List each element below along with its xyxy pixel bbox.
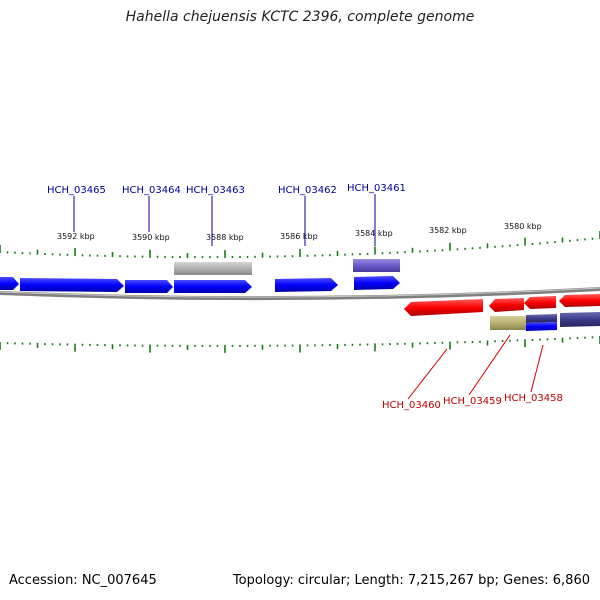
forward-gene-arrow[interactable] (275, 278, 338, 292)
forward-gene-arrow[interactable] (125, 280, 173, 293)
reverse-gene-box[interactable] (526, 314, 557, 323)
reverse-gene-box[interactable] (526, 322, 557, 331)
reverse-gene-arrow[interactable] (404, 299, 483, 316)
reverse-gene-label[interactable]: HCH_03460 (382, 400, 441, 411)
reverse-gene-box[interactable] (560, 312, 600, 327)
reverse-gene-labels: HCH_03460 HCH_03459 HCH_03458 (382, 334, 563, 411)
forward-gene-label[interactable]: HCH_03464 (122, 185, 181, 196)
forward-gene-labels: HCH_03465 HCH_03464 HCH_03463 HCH_03462 … (47, 183, 406, 246)
tick-label: 3590 kbp (132, 233, 170, 242)
forward-gene-label[interactable]: HCH_03462 (278, 185, 337, 196)
forward-gene-label[interactable]: HCH_03461 (347, 183, 406, 194)
forward-tick-row (0, 231, 600, 259)
highlighted-gene-box[interactable] (353, 259, 400, 272)
forward-gene-arrow[interactable] (0, 277, 19, 290)
pseudogene-box[interactable] (174, 262, 252, 275)
forward-gene-arrow[interactable] (174, 280, 252, 293)
reverse-feature-boxes (490, 312, 600, 331)
tick-label: 3586 kbp (280, 232, 318, 241)
reverse-gene-arrow[interactable] (524, 296, 556, 309)
genome-title: Hahella chejuensis KCTC 2396, complete g… (125, 9, 475, 25)
accession-label: Accession: NC_007645 (9, 573, 157, 588)
forward-gene-label[interactable]: HCH_03465 (47, 185, 106, 196)
tick-label: 3588 kbp (206, 233, 244, 242)
forward-gene-arrow[interactable] (354, 276, 400, 290)
reverse-tick-row (0, 336, 600, 353)
genome-backbone-highlight (0, 287, 600, 298)
reverse-strand-genes (404, 294, 600, 316)
reverse-gene-label[interactable]: HCH_03458 (504, 393, 563, 404)
reverse-gene-label[interactable]: HCH_03459 (443, 396, 502, 407)
forward-feature-boxes (174, 259, 400, 275)
tick-labels: 3592 kbp 3590 kbp 3588 kbp 3586 kbp 3584… (57, 222, 542, 242)
reverse-gene-arrow[interactable] (559, 294, 600, 307)
genome-backbone (0, 287, 600, 301)
tick-label: 3580 kbp (504, 222, 542, 231)
forward-strand-genes (0, 276, 400, 293)
tick-label: 3592 kbp (57, 232, 95, 241)
forward-gene-label[interactable]: HCH_03463 (186, 185, 245, 196)
genome-summary: Topology: circular; Length: 7,215,267 bp… (232, 573, 590, 588)
tick-label: 3582 kbp (429, 226, 467, 235)
highlighted-gene-box[interactable] (490, 316, 526, 330)
forward-gene-arrow[interactable] (20, 278, 124, 292)
reverse-gene-arrow[interactable] (489, 298, 524, 312)
tick-label: 3584 kbp (355, 229, 393, 238)
